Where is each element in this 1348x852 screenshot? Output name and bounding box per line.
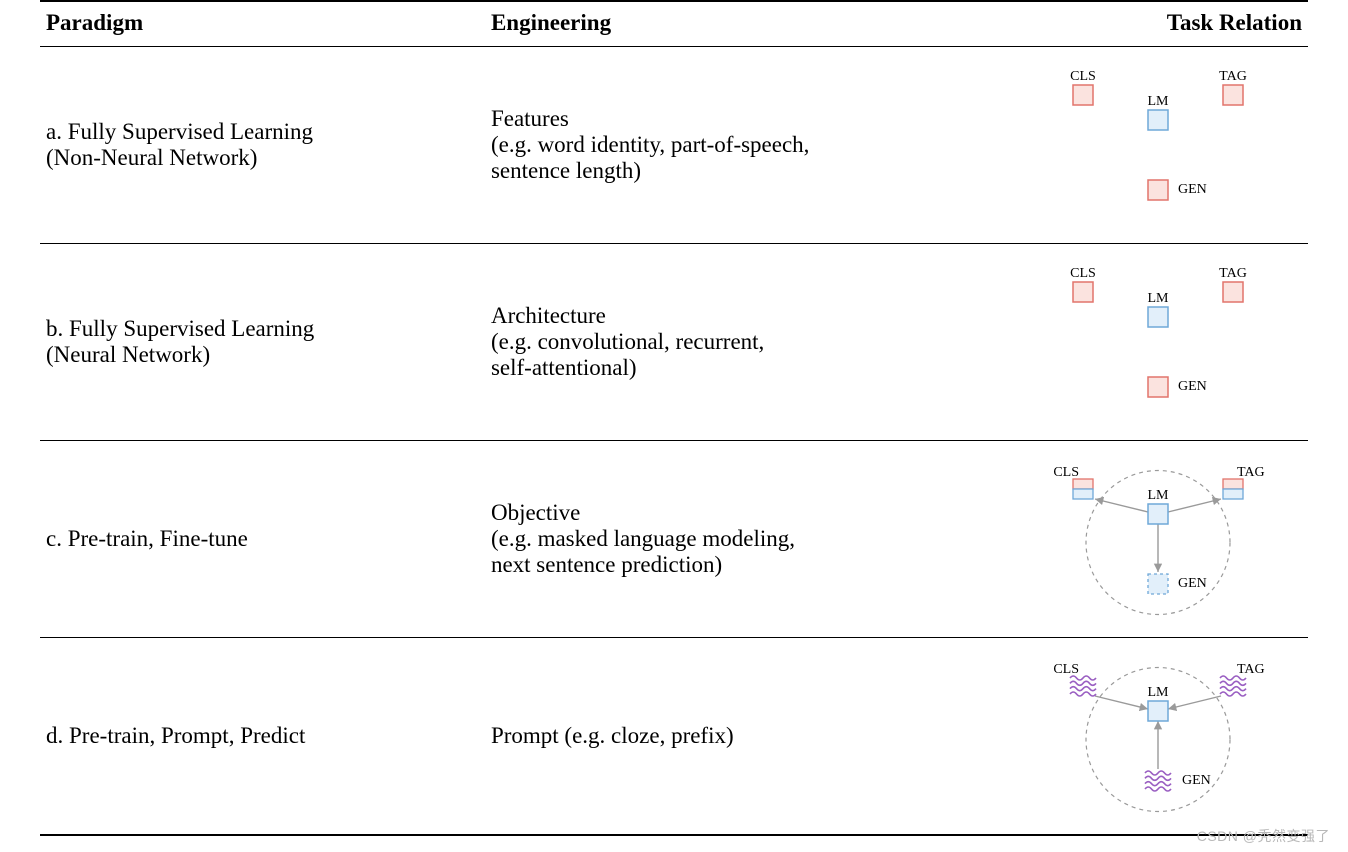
svg-text:LM: LM [1147,685,1169,700]
svg-text:TAG: TAG [1237,662,1265,677]
paradigm-text: d. Pre-train, Prompt, Predict [46,723,479,749]
svg-text:LM: LM [1147,94,1169,109]
engineering-text: (e.g. word identity, part-of-speech, [491,132,1002,158]
svg-text:CLS: CLS [1053,662,1079,677]
table-row: a. Fully Supervised Learning (Non-Neural… [40,47,1308,244]
svg-text:GEN: GEN [1178,182,1207,197]
svg-text:TAG: TAG [1219,69,1247,84]
task-relation-diagram: CLS TAG LM GEN [1013,262,1302,422]
paradigm-text: (Non-Neural Network) [46,145,479,171]
paradigm-text: a. Fully Supervised Learning [46,119,479,145]
col-header-task-relation: Task Relation [1007,1,1308,47]
engineering-text: sentence length) [491,158,1002,184]
engineering-text: (e.g. convolutional, recurrent, [491,329,1002,355]
engineering-text: (e.g. masked language modeling, [491,526,1002,552]
svg-text:GEN: GEN [1178,576,1207,591]
engineering-text: Prompt (e.g. cloze, prefix) [491,723,1002,749]
svg-text:TAG: TAG [1237,465,1265,480]
svg-text:LM: LM [1147,291,1169,306]
col-header-paradigm: Paradigm [40,1,485,47]
engineering-text: Objective [491,500,1002,526]
svg-text:CLS: CLS [1070,69,1096,84]
table-row: d. Pre-train, Prompt, Predict Prompt (e.… [40,638,1308,836]
task-relation-diagram: CLS TAG LM GEN [1013,656,1302,816]
svg-text:LM: LM [1147,488,1169,503]
watermark: CSDN @秃然变强了 [1197,826,1330,846]
paradigm-text: b. Fully Supervised Learning [46,316,479,342]
paradigm-text: c. Pre-train, Fine-tune [46,526,479,552]
svg-text:GEN: GEN [1178,379,1207,394]
svg-text:CLS: CLS [1053,465,1079,480]
table-row: b. Fully Supervised Learning (Neural Net… [40,244,1308,441]
task-relation-diagram: CLS TAG LM GEN [1013,65,1302,225]
table-row: c. Pre-train, Fine-tune Objective (e.g. … [40,441,1308,638]
paradigm-table: Paradigm Engineering Task Relation a. Fu… [40,0,1308,836]
engineering-text: Architecture [491,303,1002,329]
task-relation-diagram: CLS TAG LM GEN [1013,459,1302,619]
svg-text:TAG: TAG [1219,266,1247,281]
engineering-text: self-attentional) [491,355,1002,381]
engineering-text: Features [491,106,1002,132]
col-header-engineering: Engineering [485,1,1008,47]
engineering-text: next sentence prediction) [491,552,1002,578]
svg-text:CLS: CLS [1070,266,1096,281]
svg-text:GEN: GEN [1182,773,1211,788]
paradigm-text: (Neural Network) [46,342,479,368]
